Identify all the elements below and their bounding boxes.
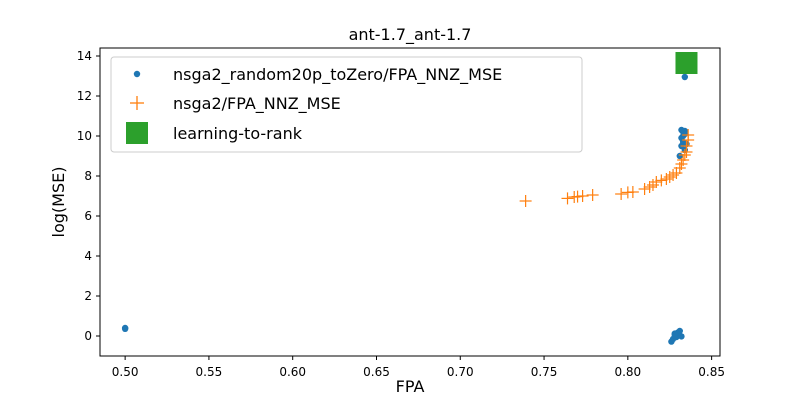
data-point xyxy=(660,173,673,185)
x-tick-label: 0.80 xyxy=(614,365,641,379)
data-point xyxy=(670,167,683,179)
data-point xyxy=(682,129,695,141)
plot-frame xyxy=(99,47,721,357)
legend-label-learning-to-rank: learning-to-rank xyxy=(173,124,303,143)
plot-area xyxy=(121,52,698,345)
y-axis-label: log(MSE) xyxy=(49,167,68,238)
x-tick-label: 0.50 xyxy=(112,365,139,379)
y-tick-label: 2 xyxy=(84,289,92,303)
data-point xyxy=(681,73,689,81)
series-square xyxy=(675,52,698,74)
data-point xyxy=(571,190,584,203)
x-axis-label: FPA xyxy=(396,377,425,396)
legend: nsga2_random20p_toZero/FPA_NNZ_MSE nsga2… xyxy=(110,56,583,153)
data-point xyxy=(678,149,691,161)
data-point xyxy=(655,174,668,187)
y-axis: 0 2 4 6 8 10 12 14 xyxy=(77,49,100,343)
data-point xyxy=(519,195,532,207)
data-point xyxy=(676,327,683,335)
y-tick-label: 14 xyxy=(77,49,92,63)
y-tick-label: 12 xyxy=(77,89,92,103)
data-point xyxy=(677,154,690,166)
x-tick-label: 0.75 xyxy=(531,365,558,379)
data-point xyxy=(678,333,685,340)
legend-marker-square xyxy=(126,122,148,144)
x-tick-label: 0.55 xyxy=(196,365,223,379)
y-tick-label: 10 xyxy=(77,129,92,143)
data-point xyxy=(646,179,659,191)
data-point xyxy=(663,171,676,183)
x-tick-label: 0.70 xyxy=(447,365,474,379)
y-tick-label: 0 xyxy=(84,329,92,343)
data-point xyxy=(671,331,678,339)
legend-marker-circle xyxy=(133,70,141,78)
data-point xyxy=(638,183,651,195)
data-point xyxy=(121,325,129,332)
y-tick-label: 6 xyxy=(84,209,92,223)
data-point xyxy=(680,140,693,152)
x-axis: 0.50 0.55 0.60 0.65 0.70 0.75 0.80 0.85 xyxy=(112,356,725,379)
y-tick-label: 4 xyxy=(84,249,92,263)
data-point xyxy=(667,169,680,181)
data-point xyxy=(650,176,663,188)
legend-marker-plus xyxy=(130,96,144,110)
data-point xyxy=(643,181,656,193)
x-tick-label: 0.60 xyxy=(279,365,306,379)
y-tick-label: 8 xyxy=(84,169,92,183)
series-plus xyxy=(519,129,695,207)
data-point xyxy=(678,126,685,134)
legend-label-nsga2-random20p: nsga2_random20p_toZero/FPA_NNZ_MSE xyxy=(173,65,502,85)
data-point xyxy=(576,190,589,202)
x-tick-label: 0.85 xyxy=(698,365,725,379)
data-point xyxy=(586,189,599,201)
legend-box xyxy=(110,56,583,153)
x-tick-label: 0.65 xyxy=(363,365,390,379)
data-point xyxy=(561,192,574,205)
legend-label-nsga2: nsga2/FPA_NNZ_MSE xyxy=(173,94,341,114)
chart-title: ant-1.7_ant-1.7 xyxy=(349,25,472,45)
data-point xyxy=(615,188,628,200)
data-point xyxy=(675,52,698,74)
data-point xyxy=(626,186,639,198)
